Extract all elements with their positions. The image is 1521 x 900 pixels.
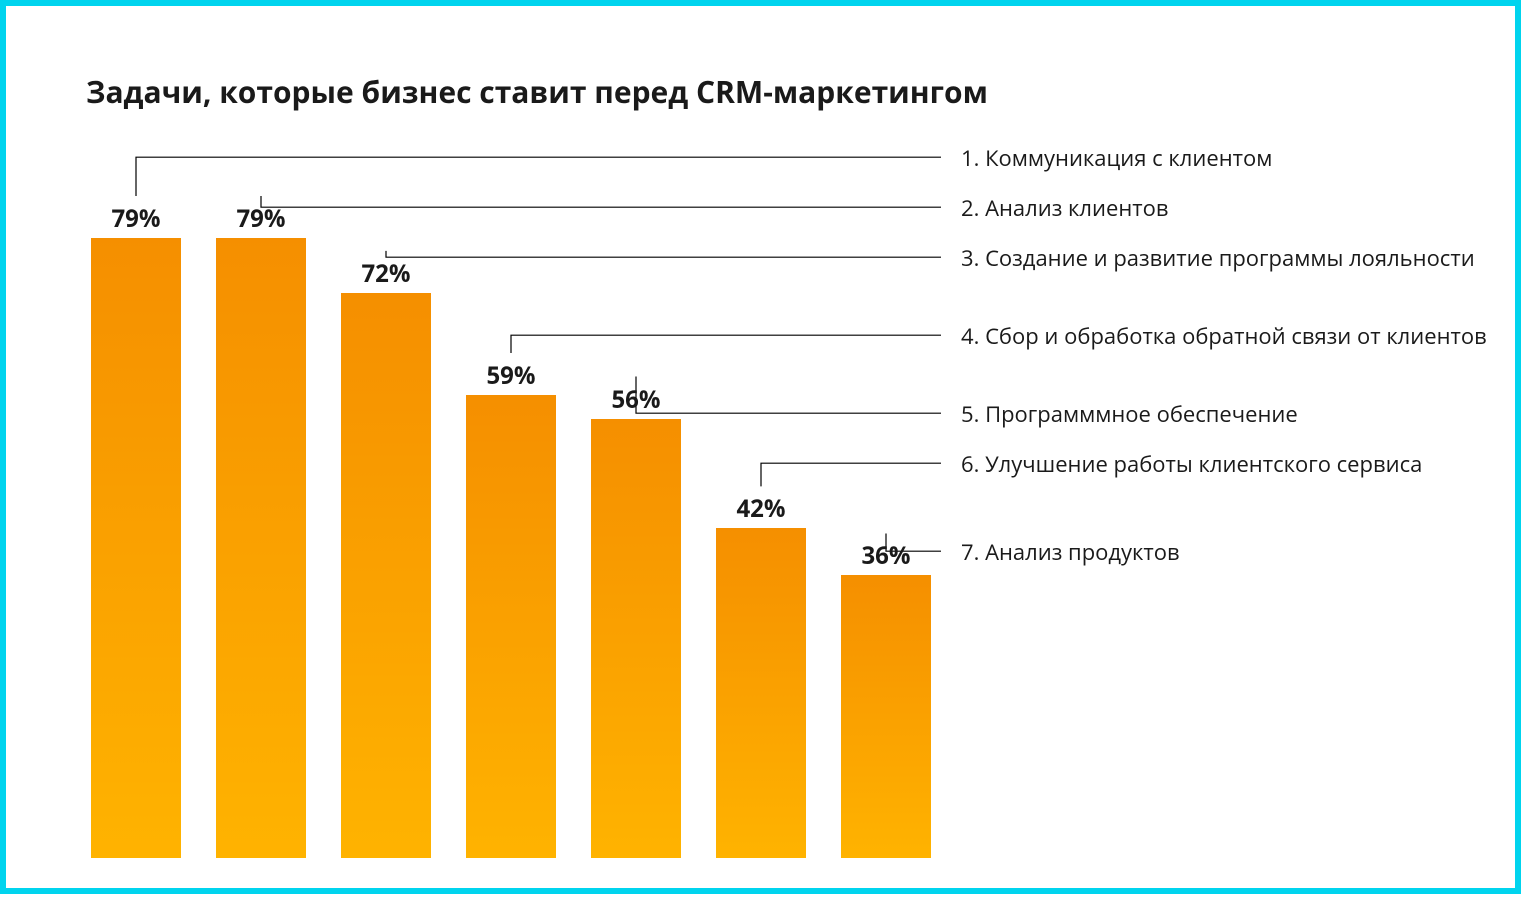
legend-item-4: 4. Сбор и обработка обратной связи от кл… bbox=[961, 322, 1487, 352]
bar-value-label-2: 79% bbox=[216, 202, 306, 235]
connector-5 bbox=[636, 377, 941, 414]
connector-6 bbox=[761, 463, 941, 486]
bar-value-label-6: 42% bbox=[716, 492, 806, 525]
bar-6 bbox=[716, 528, 806, 858]
bar-value-label-1: 79% bbox=[91, 202, 181, 235]
bar-value-label-7: 36% bbox=[841, 539, 931, 572]
legend-item-6: 6. Улучшение работы клиентского сервиса bbox=[961, 450, 1422, 480]
bar-value-label-3: 72% bbox=[341, 257, 431, 290]
bar-5 bbox=[591, 419, 681, 858]
legend-item-5: 5. Программмное обеспечение bbox=[961, 400, 1298, 430]
connector-2 bbox=[261, 196, 941, 207]
connector-1 bbox=[136, 157, 941, 196]
connector-3 bbox=[386, 251, 941, 257]
legend-item-2: 2. Анализ клиентов bbox=[961, 194, 1169, 224]
bar-3 bbox=[341, 293, 431, 858]
connector-4 bbox=[511, 335, 941, 353]
bar-value-label-4: 59% bbox=[466, 359, 556, 392]
legend-item-3: 3. Создание и развитие программы лояльно… bbox=[961, 244, 1475, 274]
chart-frame: Задачи, которые бизнес ставит перед CRM-… bbox=[0, 0, 1521, 894]
bar-value-label-5: 56% bbox=[591, 383, 681, 416]
legend-item-1: 1. Коммуникация с клиентом bbox=[961, 144, 1272, 174]
bar-1 bbox=[91, 238, 181, 858]
legend-item-7: 7. Анализ продуктов bbox=[961, 538, 1180, 568]
bar-7 bbox=[841, 575, 931, 858]
bar-4 bbox=[466, 395, 556, 858]
bar-2 bbox=[216, 238, 306, 858]
